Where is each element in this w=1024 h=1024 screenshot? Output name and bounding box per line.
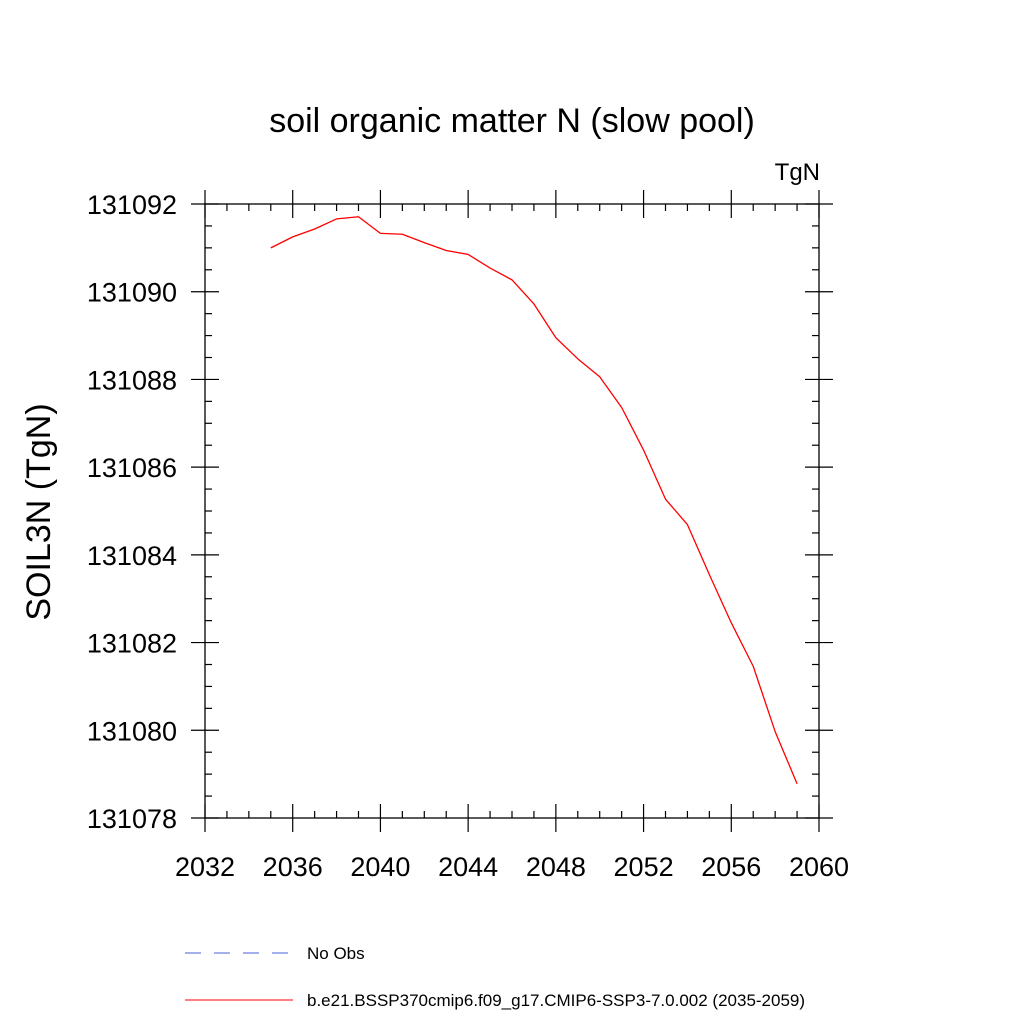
y-tick-label: 131084 bbox=[87, 541, 177, 571]
y-axis-label: SOIL3N (TgN) bbox=[20, 403, 58, 620]
units-label: TgN bbox=[775, 159, 820, 186]
y-tick-label: 131078 bbox=[87, 804, 177, 834]
y-tick-label: 131092 bbox=[87, 190, 177, 220]
x-tick-label: 2060 bbox=[789, 852, 849, 882]
y-tick-label: 131086 bbox=[87, 453, 177, 483]
x-tick-label: 2040 bbox=[350, 852, 410, 882]
y-tick-label: 131088 bbox=[87, 365, 177, 395]
y-tick-label: 131082 bbox=[87, 629, 177, 659]
x-tick-label: 2032 bbox=[175, 852, 235, 882]
x-tick-label: 2044 bbox=[438, 852, 498, 882]
legend-label: b.e21.BSSP370cmip6.f09_g17.CMIP6-SSP3-7.… bbox=[307, 991, 805, 1010]
x-tick-label: 2036 bbox=[263, 852, 323, 882]
legend-label: No Obs bbox=[307, 944, 365, 963]
major-ticks bbox=[191, 190, 833, 832]
series-line bbox=[270, 216, 798, 785]
x-tick-labels: 2032 2036 2040 2044 2048 2052 2056 2060 bbox=[175, 852, 849, 882]
x-tick-label: 2048 bbox=[526, 852, 586, 882]
minor-ticks bbox=[205, 204, 819, 818]
chart-title: soil organic matter N (slow pool) bbox=[269, 102, 755, 140]
x-tick-label: 2052 bbox=[614, 852, 674, 882]
series-group bbox=[270, 216, 798, 785]
plot-frame bbox=[204, 203, 820, 819]
y-tick-labels: 131078 131080 131082 131084 131086 131088 1310… bbox=[87, 190, 177, 834]
y-tick-label: 131090 bbox=[87, 278, 177, 308]
y-tick-label: 131080 bbox=[87, 716, 177, 746]
legend: No Obs b.e21.BSSP370cmip6.f09_g17.CMIP6-S… bbox=[185, 944, 805, 1010]
x-tick-label: 2056 bbox=[701, 852, 761, 882]
